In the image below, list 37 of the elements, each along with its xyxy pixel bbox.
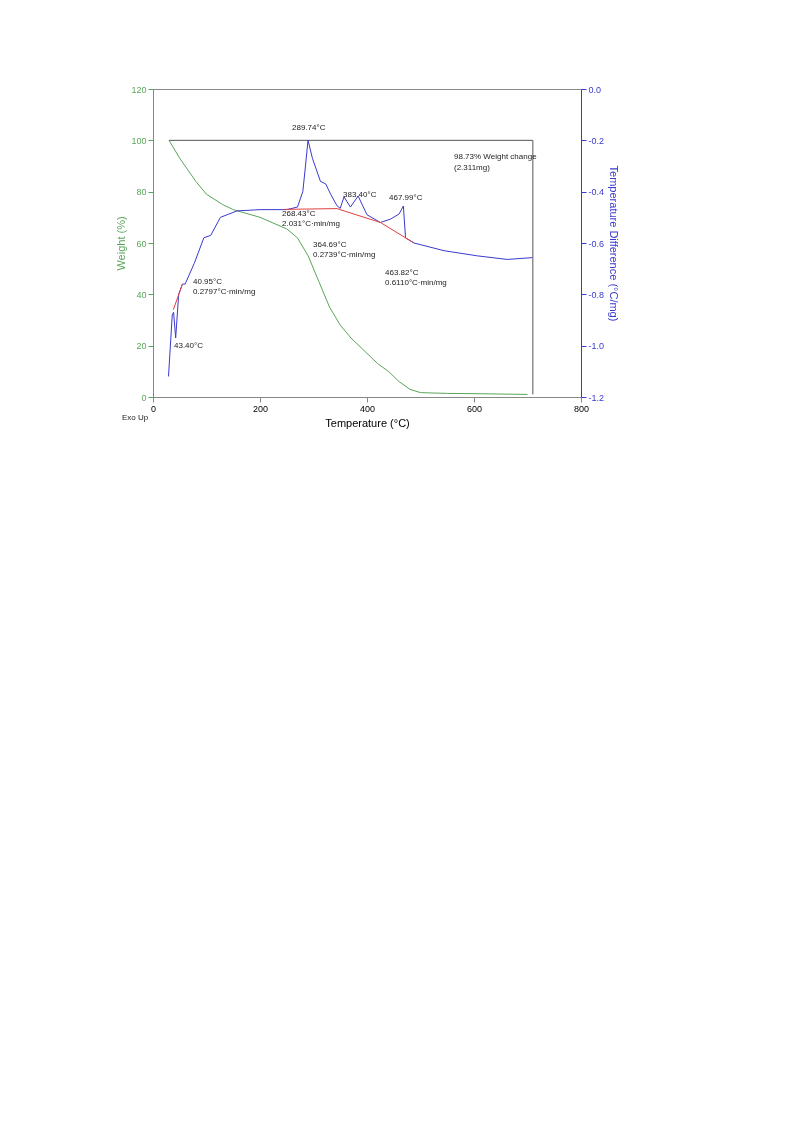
y2-tick-label: -1.0 bbox=[588, 341, 605, 352]
annotation: 43.40°C bbox=[174, 341, 204, 350]
x-tick-label: 400 bbox=[359, 403, 376, 414]
y-tick-label: 100 bbox=[131, 135, 147, 146]
y2-axis-title: Temperature Difference (°C/mg) bbox=[608, 165, 621, 322]
y-tick-label: 20 bbox=[136, 341, 147, 352]
y2-tick-label: 0.0 bbox=[588, 84, 602, 95]
y-axis-title: Weight (%) bbox=[115, 216, 128, 271]
y-tick-label: 0 bbox=[141, 392, 147, 403]
x-tick-label: 0 bbox=[150, 403, 157, 414]
y-tick-label: 60 bbox=[136, 238, 147, 249]
annotation: 2.031°C·min/mg bbox=[282, 219, 340, 228]
annotation: 364.69°C bbox=[313, 240, 347, 249]
annotation: 467.99°C bbox=[389, 193, 423, 202]
x-tick-label: 800 bbox=[573, 403, 590, 414]
y-tick-label: 40 bbox=[136, 289, 147, 300]
text: Exo Up bbox=[122, 413, 149, 422]
annotation: 0.6110°C·min/mg bbox=[385, 278, 447, 287]
x-tick-label: 600 bbox=[466, 403, 483, 414]
y2-tick-label: -0.6 bbox=[588, 238, 605, 249]
annotation: 0.2739°C·min/mg bbox=[313, 250, 376, 259]
annotation: 0.2797°C·min/mg bbox=[193, 287, 256, 296]
annotation: 98.73% Weight change bbox=[454, 152, 538, 161]
y2-tick-label: -0.4 bbox=[588, 187, 605, 198]
y2-tick-label: -0.2 bbox=[588, 135, 605, 146]
annotation: (2.311mg) bbox=[454, 163, 491, 172]
y2-tick-label: -1.2 bbox=[588, 392, 605, 403]
annotation: 40.95°C bbox=[193, 277, 223, 286]
annotation: 463.82°C bbox=[385, 268, 419, 277]
y-tick-label: 80 bbox=[136, 187, 147, 198]
annotation: 268.43°C bbox=[282, 209, 316, 218]
annotation: 383.40°C bbox=[343, 190, 377, 199]
y-tick-label: 120 bbox=[131, 84, 147, 95]
y2-tick-label: -0.8 bbox=[588, 289, 605, 300]
x-axis-title: Temperature (°C) bbox=[325, 416, 410, 429]
x-tick-label: 200 bbox=[252, 403, 269, 414]
annotation: 289.74°C bbox=[292, 123, 326, 132]
